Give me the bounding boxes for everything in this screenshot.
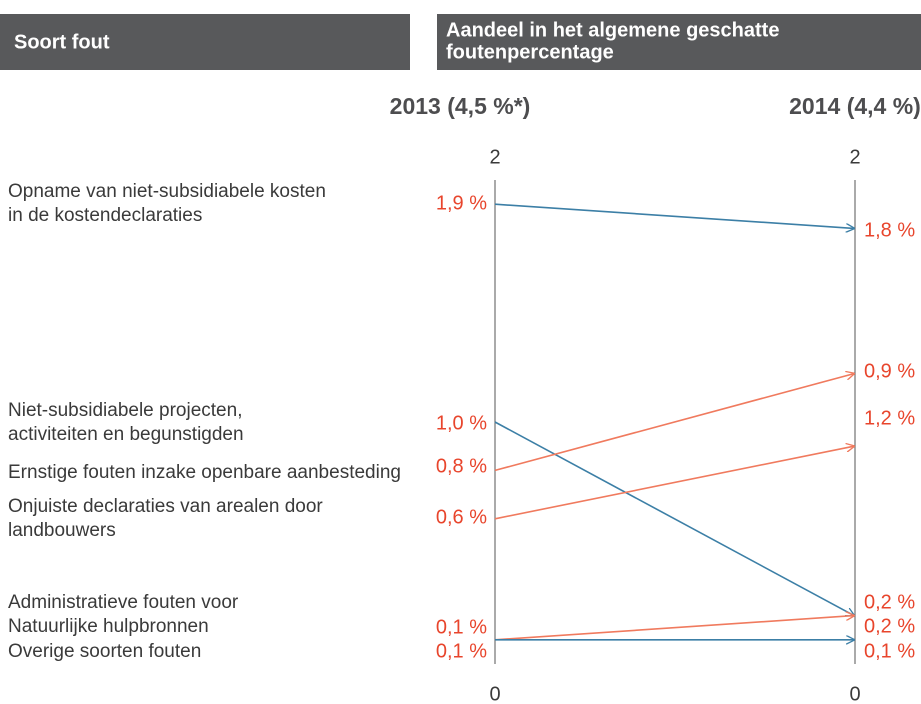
slope-line: [494, 203, 854, 228]
slope-line: [494, 616, 854, 641]
value-label: 0,9 %: [864, 360, 915, 382]
y-tick-label: 0: [849, 683, 860, 704]
column-label: 2013 (4,5 %*): [390, 93, 531, 119]
category-label: Niet-subsidiabele projecten,: [8, 400, 242, 421]
category-label: Opname van niet-subsidiabele kosten: [8, 181, 326, 202]
slope-line: [494, 374, 854, 472]
category-label: landbouwers: [8, 520, 116, 541]
value-label: 0,1 %: [436, 640, 487, 662]
y-tick-label: 2: [489, 146, 500, 168]
category-label: Onjuiste declaraties van arealen door: [8, 496, 323, 517]
slope-line: [494, 421, 854, 616]
value-label: 0,2 %: [864, 615, 915, 637]
category-label: Overige soorten fouten: [8, 641, 201, 662]
slope-line: [494, 446, 854, 520]
value-label: 0,6 %: [436, 506, 487, 528]
value-title: Aandeel in het algemene geschatte: [446, 19, 779, 41]
category-label: in de kostendeclaraties: [8, 205, 202, 226]
value-label: 0,1 %: [436, 616, 487, 638]
category-label: Ernstige fouten inzake openbare aanbeste…: [8, 462, 401, 483]
category-label: Natuurlijke hulpbronnen: [8, 616, 209, 637]
header-bar: [0, 14, 410, 70]
value-label: 1,2 %: [864, 407, 915, 429]
y-tick-label: 0: [489, 683, 500, 704]
value-label: 1,0 %: [436, 412, 487, 434]
value-label: 0,1 %: [864, 640, 915, 662]
value-label: 0,2 %: [864, 591, 915, 613]
value-title: foutenpercentage: [446, 41, 614, 63]
value-label: 1,9 %: [436, 192, 487, 214]
header-bar: [437, 14, 921, 70]
column-label: 2014 (4,4 %): [789, 93, 921, 119]
category-label: activiteiten en begunstigden: [8, 424, 244, 445]
value-label: 0,8 %: [436, 455, 487, 477]
value-label: 1,8 %: [864, 219, 915, 241]
y-tick-label: 2: [849, 146, 860, 168]
category-label: Administratieve fouten voor: [8, 592, 239, 613]
category-title: Soort fout: [14, 31, 110, 53]
